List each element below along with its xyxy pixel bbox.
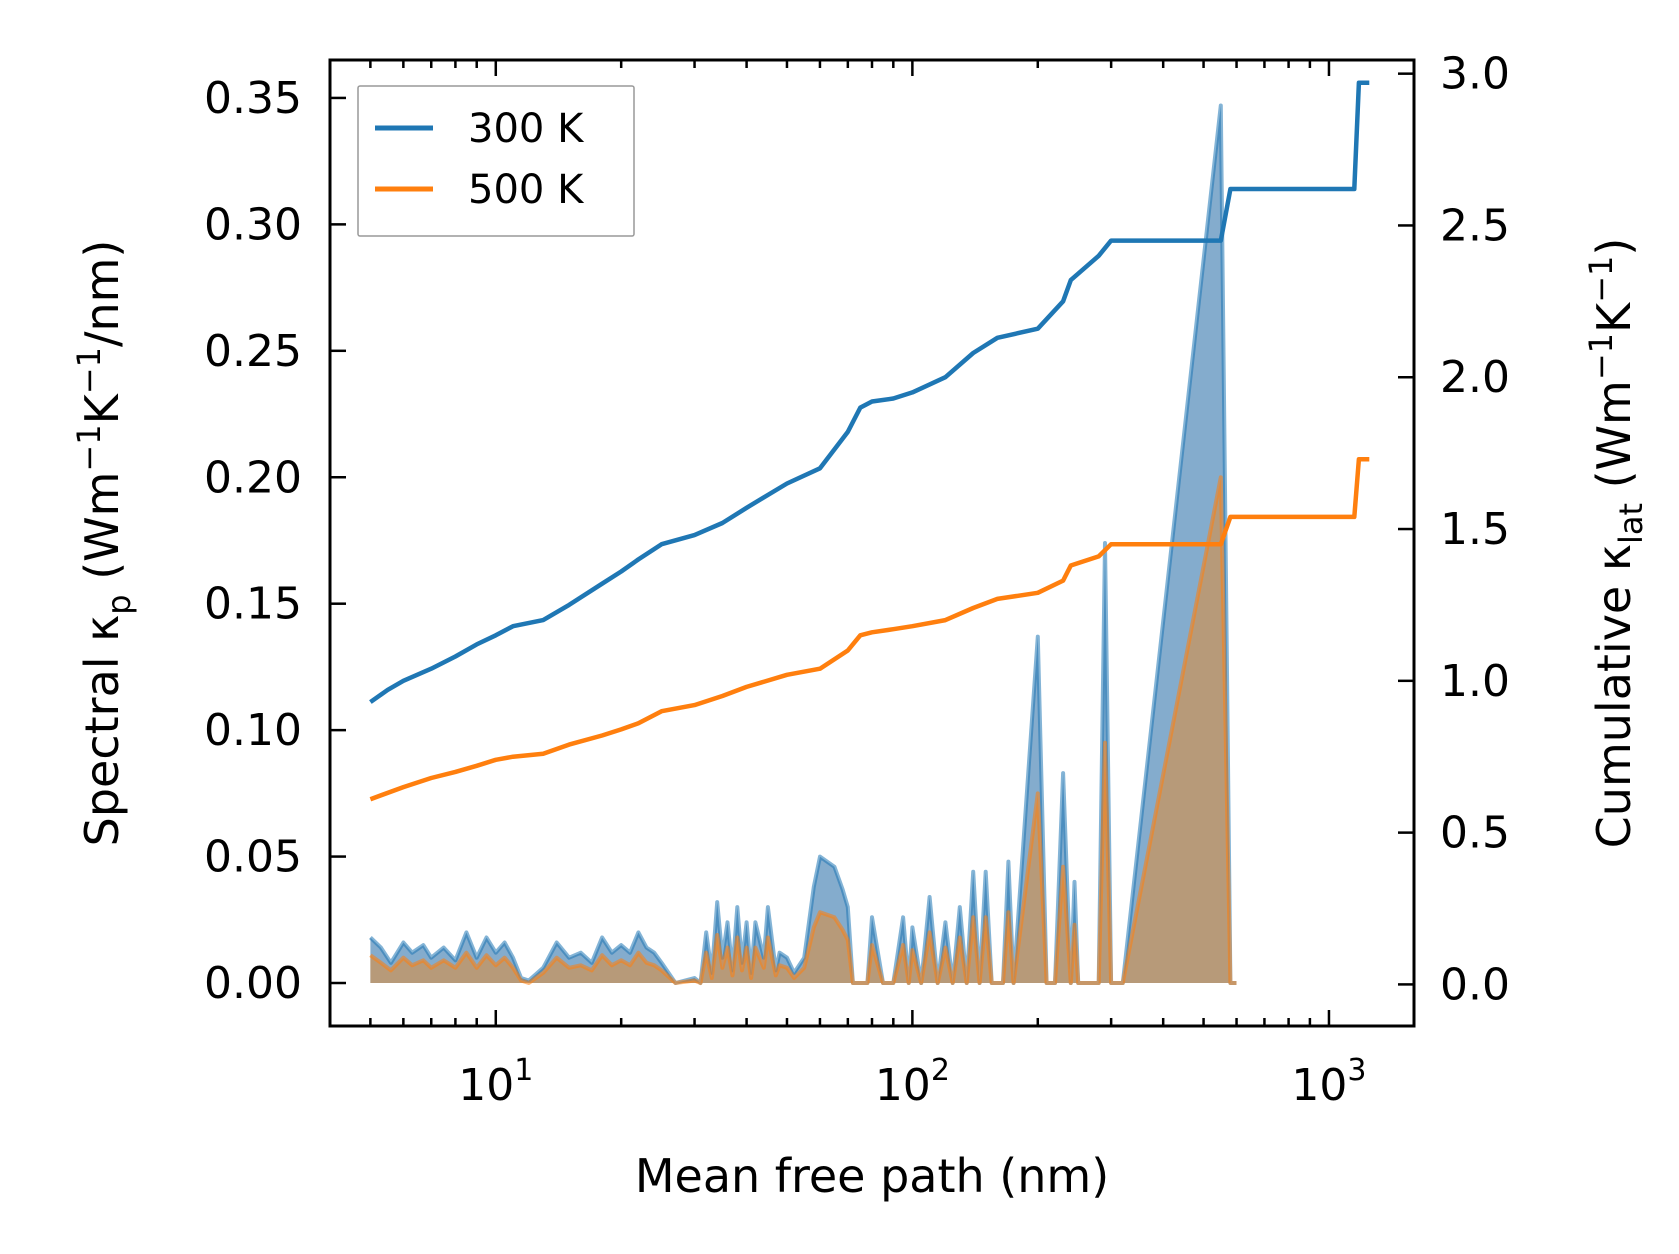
spectral-fill-layer (369, 103, 1237, 985)
spectral-area-500k (370, 477, 1237, 983)
y-right-tick-label: 2.0 (1440, 352, 1510, 403)
y-right-tick-label: 1.0 (1440, 656, 1510, 707)
legend-box (357, 85, 635, 237)
spectral-line-300k (369, 103, 1237, 985)
x-tick-label-10: 101 (458, 1053, 533, 1111)
y-right-axis-title: Cumulative κlat (Wm−1K−1) (1582, 238, 1650, 849)
cumulative-line-300k (369, 80, 1370, 704)
spectral-line-500k (369, 475, 1237, 985)
y-right-tick-label: 2.5 (1440, 200, 1510, 251)
y-right-tick-label: 3.0 (1440, 49, 1510, 100)
y-left-tick-label: 0.25 (204, 326, 302, 377)
y-left-tick-label: 0.00 (204, 958, 302, 1009)
legend-label-300k: 300 K (468, 106, 585, 152)
y-left-tick-label: 0.10 (204, 705, 302, 756)
y-left-tick-label: 0.15 (204, 579, 302, 630)
legend: 300 K 500 K (357, 85, 635, 237)
y-left-tick-label: 0.20 (204, 452, 302, 503)
y-left-axis-title: Spectral κp (Wm−1K−1/nm) (70, 240, 138, 847)
y-left-tick-label: 0.35 (204, 73, 302, 124)
y-right-tick-label: 0.0 (1440, 959, 1510, 1010)
x-tick-label-100: 102 (875, 1053, 950, 1111)
y-left-tick-label: 0.05 (204, 832, 302, 883)
plot-frame (328, 58, 1416, 1028)
x-axis-title: Mean free path (nm) (635, 1149, 1109, 1203)
y-right-tick-label: 1.5 (1440, 504, 1510, 555)
x-tick-label-1000: 103 (1291, 1053, 1366, 1111)
y-left-tick-label: 0.30 (204, 199, 302, 250)
y-right-tick-label: 0.5 (1440, 808, 1510, 859)
cumulative-line-layer (369, 80, 1370, 802)
legend-label-500k: 500 K (468, 167, 585, 213)
cumulative-line-500k (369, 456, 1370, 802)
